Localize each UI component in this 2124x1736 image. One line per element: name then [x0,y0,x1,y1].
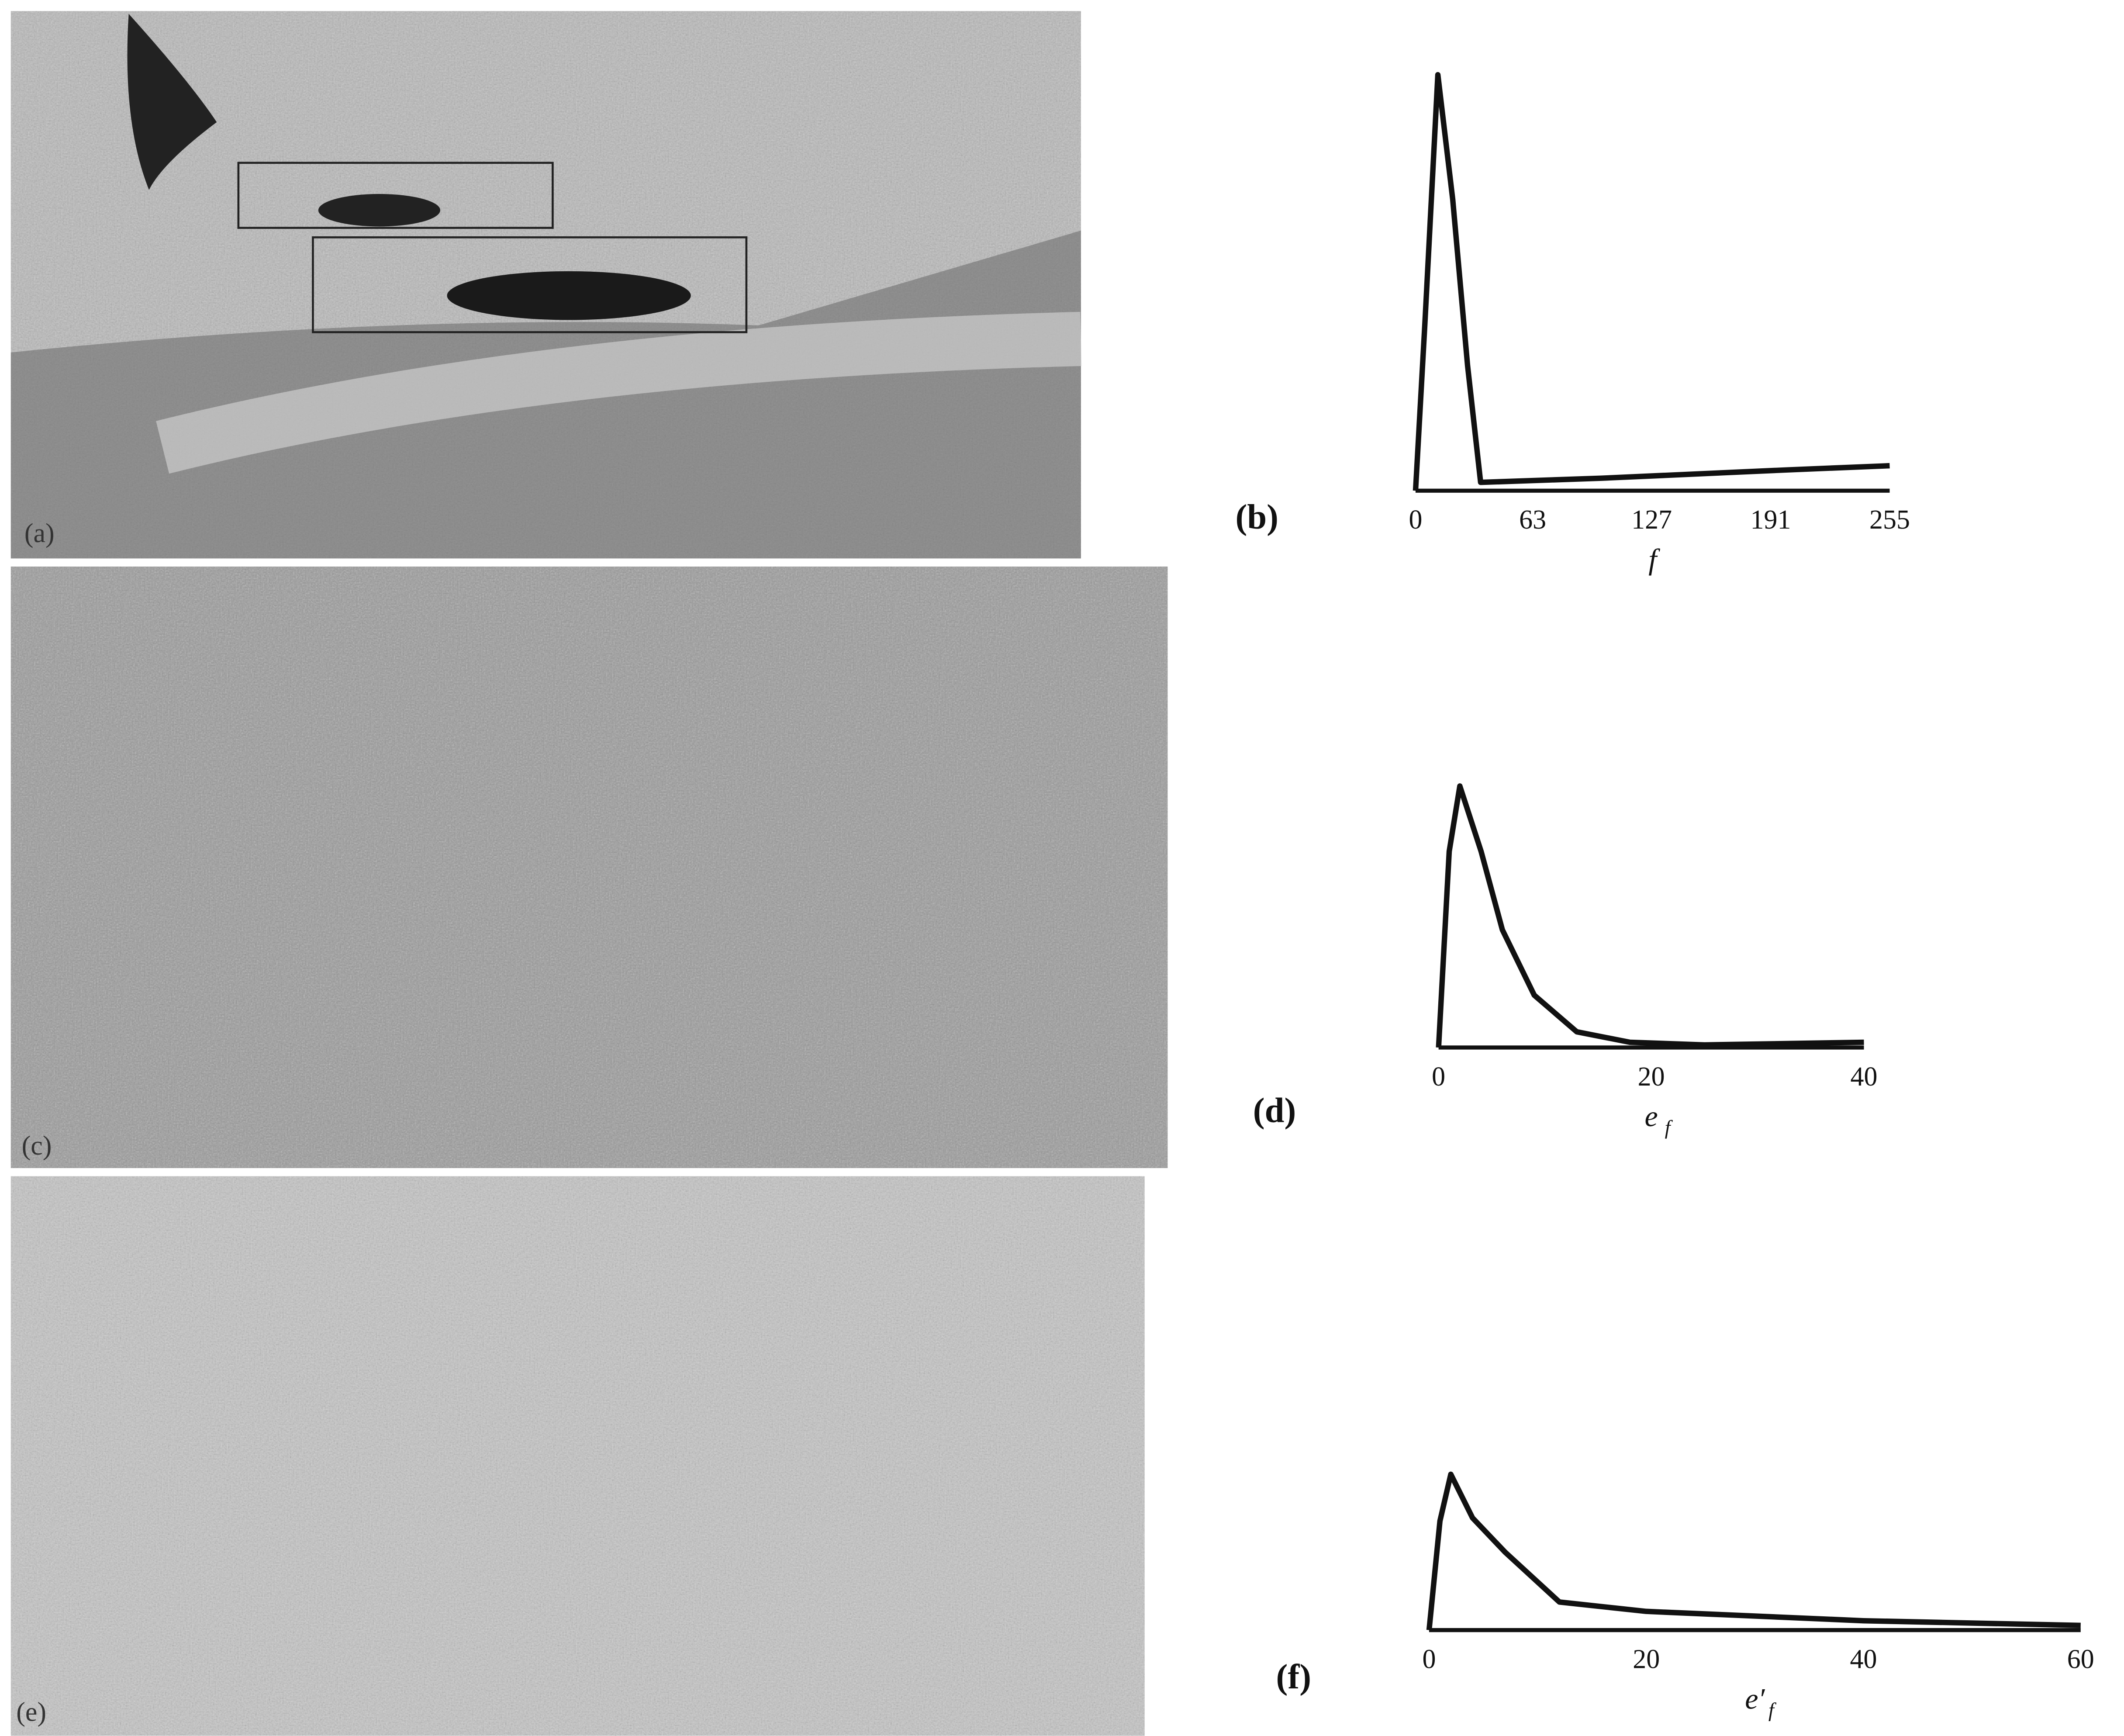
panel-label: (b) [1235,498,1278,536]
histogram-curve [1436,783,1864,1048]
panel-label: (f) [1276,1657,1312,1696]
photo-e: (e) [10,1176,1145,1736]
image-label: (e) [16,1697,46,1727]
image-label: (a) [24,519,55,548]
x-axis-label: e [1644,1100,1658,1133]
x-tick-label: 0 [1409,505,1422,535]
image-label: (c) [22,1131,52,1161]
x-tick-label: 20 [1633,1644,1660,1674]
x-tick-label: 40 [1850,1644,1877,1674]
x-tick-label: 127 [1631,505,1672,535]
panel-label: (d) [1253,1091,1296,1130]
x-tick-label: 40 [1851,1062,1878,1092]
x-tick-label: 63 [1519,505,1546,535]
histogram-curve [1426,1471,2081,1631]
x-tick-label: 20 [1638,1062,1665,1092]
x-tick-label: 255 [1869,505,1910,535]
x-axis-label-sub: f [1768,1699,1777,1722]
x-axis-label: e′ [1745,1682,1765,1715]
x-tick-label: 0 [1422,1644,1436,1674]
x-tick-label: 191 [1751,505,1791,535]
x-axis-label-sub: f [1665,1117,1673,1139]
x-axis-label: f [1648,543,1660,576]
x-tick-label: 0 [1432,1062,1445,1092]
histogram-curve [1413,72,1890,491]
photo-a: (a) [10,11,1082,559]
photo-c: (c) [10,566,1168,1168]
x-tick-label: 60 [2067,1644,2094,1674]
